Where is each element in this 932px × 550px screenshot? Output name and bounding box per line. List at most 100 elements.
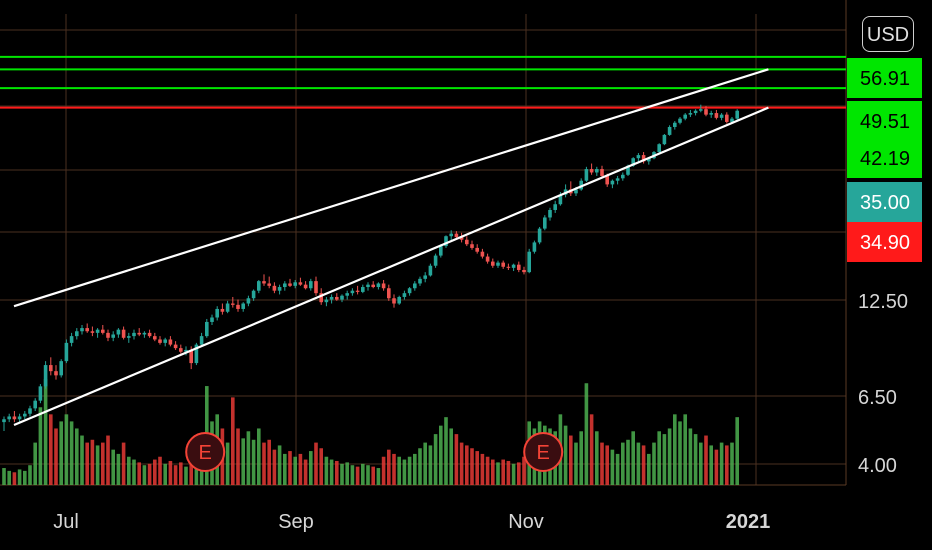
volume-bar	[366, 465, 370, 485]
volume-bar	[569, 435, 573, 485]
candle-body	[335, 296, 339, 300]
volume-bar	[496, 462, 500, 485]
volume-bar	[80, 435, 84, 485]
volume-bar	[246, 431, 251, 485]
volume-bar	[683, 414, 687, 485]
volume-bar	[433, 434, 438, 485]
candle-body	[329, 296, 334, 300]
candle-body	[631, 158, 635, 166]
candle-body	[163, 339, 167, 343]
volume-bar	[418, 448, 422, 485]
candle-body	[147, 332, 152, 337]
candle-body	[626, 165, 630, 175]
candle-body	[2, 419, 6, 423]
candle-body	[340, 295, 344, 300]
candle-body	[454, 233, 459, 238]
candle-body	[121, 329, 126, 338]
volume-bar	[667, 428, 672, 485]
volume-bar	[709, 445, 713, 485]
volume-bar	[147, 463, 152, 485]
candle-body	[662, 134, 667, 145]
candle-body	[413, 283, 417, 289]
candle-body	[251, 290, 256, 299]
price-level-tag-bg	[847, 138, 922, 178]
candle-body	[553, 204, 557, 210]
candle-body	[106, 332, 110, 338]
price-level-tag-bg	[847, 182, 922, 222]
volume-bar	[106, 435, 110, 485]
volume-bar	[579, 431, 583, 485]
candle-body	[38, 386, 43, 401]
volume-bar	[423, 442, 427, 485]
volume-bar	[517, 462, 521, 485]
candle-body	[215, 308, 219, 318]
volume-bar	[449, 428, 453, 485]
candle-body	[678, 118, 682, 123]
volume-bar	[59, 421, 63, 485]
candle-body	[527, 251, 531, 273]
volume-bar	[735, 417, 739, 485]
candle-body	[392, 298, 396, 304]
volume-bar	[231, 397, 235, 485]
candle-body	[636, 155, 641, 159]
volume-bar	[511, 463, 516, 485]
candle-body	[95, 329, 100, 333]
volume-bar	[376, 468, 381, 485]
volume-bar	[303, 459, 308, 485]
volume-bar	[589, 414, 594, 485]
volume-bar	[361, 463, 365, 485]
volume-bar	[631, 431, 635, 485]
price-level-tag-label: 49.51	[860, 111, 910, 133]
earnings-marker-circle	[523, 432, 564, 472]
candle-body	[475, 247, 479, 252]
candle-body	[615, 178, 620, 181]
volume-bar	[257, 428, 261, 485]
candle-body	[428, 265, 433, 276]
volume-bar	[725, 445, 729, 485]
candle-body	[267, 283, 271, 286]
volume-bar	[272, 449, 277, 485]
volume-bar	[678, 421, 682, 485]
candle-body	[595, 169, 599, 173]
candle-body	[511, 264, 516, 268]
x-tick-label: 2021	[726, 511, 771, 533]
candlesticks	[2, 104, 739, 431]
candle-body	[28, 408, 32, 414]
candle-body	[194, 344, 199, 364]
candle-body	[444, 236, 448, 247]
candle-body	[683, 114, 687, 119]
candle-body	[173, 344, 178, 349]
candle-body	[158, 339, 162, 343]
candle-body	[350, 290, 355, 294]
candle-body	[17, 416, 22, 420]
candle-body	[459, 237, 464, 240]
volume-bar	[673, 414, 677, 485]
candle-body	[189, 349, 193, 364]
volume-bar	[111, 449, 115, 485]
candle-body	[387, 288, 391, 299]
price-level-tag-label: 56.91	[860, 68, 910, 90]
candle-body	[397, 296, 401, 304]
volume-bar	[688, 428, 693, 485]
volume-bar	[428, 445, 433, 485]
volume-bar	[392, 453, 396, 485]
candle-body	[361, 287, 365, 292]
volume-bar	[459, 442, 464, 485]
candle-body	[693, 110, 698, 114]
candle-body	[418, 278, 422, 284]
candle-body	[439, 246, 443, 256]
volume-bar	[283, 453, 287, 485]
candle-body	[667, 126, 672, 135]
candle-body	[725, 114, 729, 122]
candle-body	[574, 189, 578, 194]
volume-bar	[454, 434, 459, 485]
candle-body	[548, 209, 552, 218]
volume-bar	[730, 442, 734, 485]
volume-bar	[12, 472, 17, 485]
volume-bar	[163, 463, 167, 485]
currency-button[interactable]: USD	[862, 16, 914, 52]
candle-body	[90, 331, 95, 333]
candle-body	[293, 282, 297, 286]
volume-bar	[309, 451, 313, 485]
